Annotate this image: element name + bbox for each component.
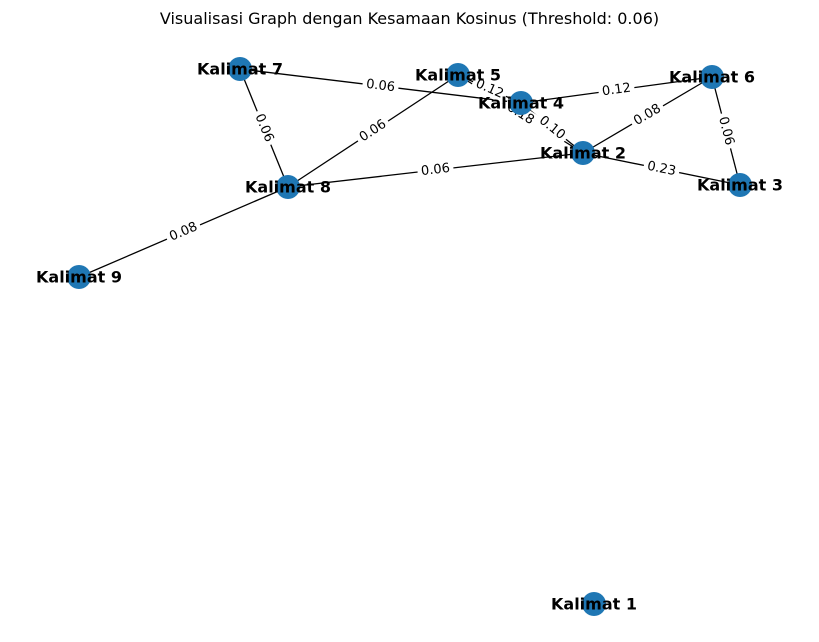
edges-layer	[78, 68, 741, 278]
node-k9	[67, 265, 91, 289]
node-k6	[700, 65, 724, 89]
edge-label-group: 0.06	[249, 108, 279, 148]
edge-label-group: 0.10	[532, 110, 572, 146]
edge-label-background	[416, 159, 455, 181]
node-label-k3: Kalimat 3	[697, 176, 783, 195]
edge-weight-label: 0.06	[365, 77, 396, 95]
edge-label-background	[249, 108, 279, 148]
edge-weight-label: 0.12	[601, 81, 632, 100]
edge-label-background	[469, 74, 510, 104]
edge-labels-layer: 0.060.06 0.060.12 0.120.10 0.080.060.060.08…	[163, 74, 739, 247]
node-label-k2: Kalimat 2	[540, 144, 626, 163]
edge-label-group: 0.06	[353, 114, 393, 148]
edge-label-background	[713, 111, 739, 151]
node-label-k9: Kalimat 9	[36, 268, 122, 287]
edge-label-group: 0.08	[163, 217, 204, 247]
edge-label-group: 0.23	[642, 157, 681, 181]
node-label-k4: Kalimat 4	[478, 94, 564, 113]
edge-weight-label: 0.23	[646, 159, 677, 179]
node-k2	[571, 141, 595, 165]
edge-label-background	[597, 79, 636, 101]
edge-label-group: 0.06	[416, 159, 455, 181]
node-label-k6: Kalimat 6	[669, 68, 755, 87]
edge-label-background	[361, 75, 400, 97]
nodes-layer	[67, 57, 752, 616]
node-k4	[509, 91, 533, 115]
edge-label-group: 0.12	[597, 79, 636, 101]
node-labels-layer: Kalimat 1 Kalimat 2 Kalimat 3 Kalimat 4 Kali…	[36, 60, 783, 614]
node-k7	[228, 57, 252, 81]
node-k8	[276, 175, 300, 199]
edge-label-group: 0.08	[627, 98, 668, 132]
node-label-k8: Kalimat 8	[245, 178, 331, 197]
edge-label-background	[627, 98, 668, 132]
node-k1	[582, 592, 606, 616]
edge-label-group: 0.06	[361, 75, 400, 97]
graph-title: Visualisasi Graph dengan Kesamaan Kosinu…	[160, 9, 659, 28]
edge-label-background	[642, 157, 681, 181]
node-k3	[728, 173, 752, 197]
edge-label-group: 0.06	[713, 111, 739, 151]
edge-label-background	[163, 217, 204, 247]
node-label-k1: Kalimat 1	[551, 595, 637, 614]
edge-weight-label: 0.06	[252, 112, 277, 144]
node-label-k7: Kalimat 7	[197, 60, 283, 79]
edge-label-background	[532, 110, 572, 146]
edge-label-background	[353, 114, 393, 148]
node-label-k5: Kalimat 5	[415, 66, 501, 85]
edge-weight-label: 0.06	[715, 115, 737, 147]
edge-weight-label: 0.06	[420, 161, 450, 179]
node-k5	[446, 63, 470, 87]
edge-weight-label: 0.08	[167, 219, 200, 244]
